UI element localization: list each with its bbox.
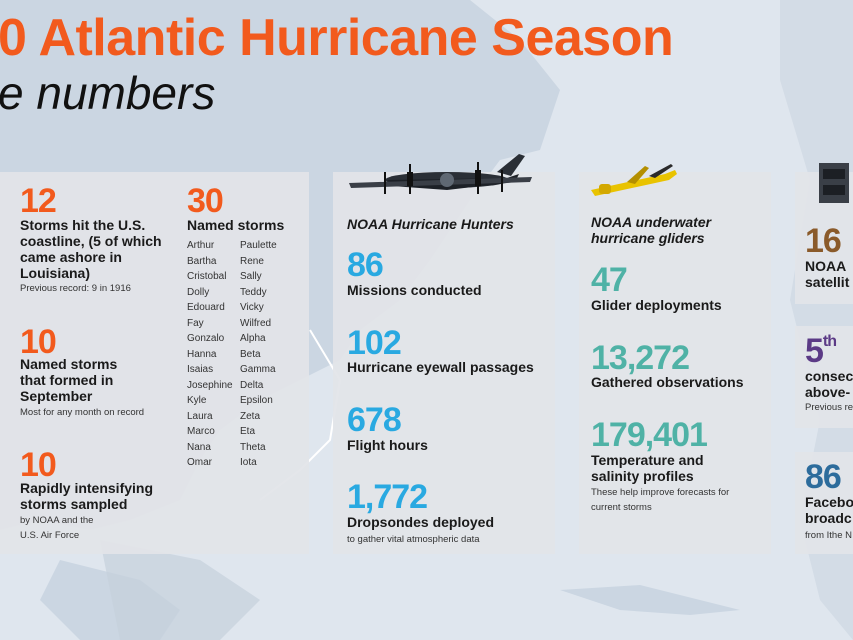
storm-name: Rene — [240, 255, 264, 267]
september-count: 10 — [20, 323, 57, 361]
page-title: 0 Atlantic Hurricane Season — [0, 9, 674, 67]
september-note: Most for any month on record — [20, 407, 145, 418]
storm-name: Iota — [240, 457, 257, 468]
eyewall-count: 102 — [347, 324, 402, 362]
hurricane-hunters-card: NOAA Hurricane Hunters 86 Missions condu… — [333, 172, 555, 554]
storm-name: Vicky — [240, 302, 264, 313]
storm-name: Cristobal — [187, 271, 227, 282]
airplane-icon — [349, 154, 532, 194]
storm-name: Delta — [240, 379, 264, 391]
consecutive-note: Previous re — [805, 402, 853, 413]
consecutive-number: 5 — [805, 332, 824, 370]
september-label: Named storms that formed in September — [20, 356, 118, 404]
glider-deployments-count: 47 — [591, 261, 628, 299]
profiles-label: Temperature and salinity profiles — [591, 452, 704, 484]
consecutive-suffix: th — [822, 333, 837, 350]
profiles-count: 179,401 — [591, 416, 708, 454]
missions-label: Missions conducted — [347, 282, 482, 298]
storm-name: Eta — [240, 426, 256, 437]
storm-name: Josephine — [187, 379, 233, 391]
storm-name: Omar — [187, 457, 212, 468]
storm-name: Kyle — [187, 395, 207, 406]
profiles-note: These help improve forecasts for current… — [591, 487, 730, 513]
storm-name: Paulette — [240, 240, 277, 251]
storm-name: Fay — [187, 317, 204, 329]
satellite-icon — [819, 163, 849, 203]
missions-count: 86 — [347, 246, 384, 284]
dropsondes-count: 1,772 — [347, 478, 428, 516]
storm-name: Bartha — [187, 255, 217, 267]
hunters-title: NOAA Hurricane Hunters — [347, 216, 514, 232]
storm-name: Nana — [187, 441, 211, 453]
storms-card: 12 Storms hit the U.S. coastline, (5 of … — [0, 172, 309, 554]
named-storms-count: 30 — [187, 182, 224, 220]
facebook-count: 86 — [805, 458, 842, 496]
glider-icon — [591, 164, 677, 196]
storm-name: Isaias — [187, 364, 214, 375]
flight-hours-label: Flight hours — [347, 437, 428, 453]
land-shadow — [100, 540, 260, 640]
storm-names-left: Arthur Bartha Cristobal Dolly Edouard Fa… — [187, 238, 233, 471]
gliders-card: NOAA underwater hurricane gliders 47 Gli… — [579, 172, 771, 554]
observations-count: 13,272 — [591, 339, 690, 377]
page-subtitle: e numbers — [0, 67, 216, 119]
satellite-label-b: satellit — [805, 274, 850, 290]
caribbean-islands — [560, 585, 740, 615]
dropsondes-note: to gather vital atmospheric data — [347, 534, 480, 545]
storm-name: Gonzalo — [187, 333, 225, 344]
gliders-title: NOAA underwater hurricane gliders — [591, 214, 712, 246]
storm-name: Teddy — [240, 286, 267, 298]
intensifying-label: Rapidly intensifying storms sampled — [20, 480, 154, 512]
glider-deployments-label: Glider deployments — [591, 297, 722, 313]
named-storms-label: Named storms — [187, 217, 285, 233]
storm-name: Zeta — [240, 410, 261, 422]
intensifying-count: 10 — [20, 446, 57, 484]
eyewall-label: Hurricane eyewall passages — [347, 359, 534, 375]
satellite-label-a: NOAA — [805, 258, 847, 274]
consecutive-label-b: above- — [805, 384, 851, 400]
storm-name: Edouard — [187, 302, 225, 313]
coastline-label: Storms hit the U.S. coastline, (5 of whi… — [20, 217, 162, 281]
facebook-label-b: broadc — [805, 510, 852, 526]
coastline-note: Previous record: 9 in 1916 — [20, 283, 131, 294]
storm-name: Wilfred — [240, 317, 272, 329]
consecutive-card: 5th consec above- Previous re — [795, 326, 853, 428]
storm-name: Hanna — [187, 348, 217, 360]
storm-name: Alpha — [240, 333, 266, 344]
intensifying-note: by NOAA and the U.S. Air Force — [20, 515, 94, 541]
storm-name: Laura — [187, 410, 213, 422]
storm-name: Beta — [240, 348, 261, 360]
storm-name: Sally — [240, 271, 262, 282]
storm-name: Epsilon — [240, 395, 273, 406]
facebook-card: 86 Facebo broadc from Ithe N — [795, 452, 853, 554]
dropsondes-label: Dropsondes deployed — [347, 514, 495, 530]
storm-name: Theta — [240, 441, 266, 453]
facebook-label-a: Facebo — [805, 494, 853, 510]
storm-name: Gamma — [240, 364, 276, 375]
consecutive-label-a: consec — [805, 368, 853, 384]
facebook-note: from Ithe N — [805, 530, 852, 541]
storm-name: Marco — [187, 426, 215, 437]
coastline-count: 12 — [20, 182, 57, 220]
storm-name: Dolly — [187, 286, 210, 298]
storm-names-right: Paulette Rene Sally Teddy Vicky Wilfred … — [240, 238, 277, 471]
consecutive-count: 5th — [805, 332, 837, 370]
flight-hours-count: 678 — [347, 401, 402, 439]
satellite-count: 16 — [805, 222, 842, 260]
storm-name: Arthur — [187, 240, 215, 251]
observations-label: Gathered observations — [591, 374, 744, 390]
